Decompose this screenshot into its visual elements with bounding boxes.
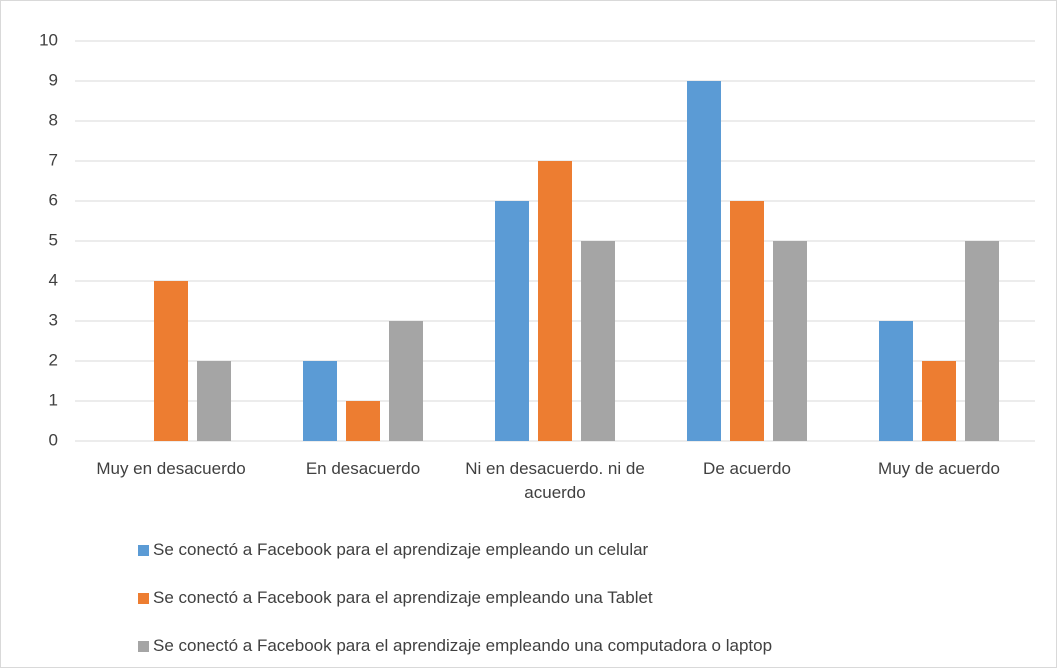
x-tick-label: Muy en desacuerdo	[96, 459, 246, 478]
bar	[922, 361, 956, 441]
y-tick-label: 7	[49, 150, 58, 169]
y-tick-label: 6	[49, 190, 58, 209]
y-tick-label: 1	[49, 390, 58, 409]
bar	[538, 161, 572, 441]
bar	[687, 81, 721, 441]
y-tick-label: 2	[49, 350, 58, 369]
legend-entry: Se conectó a Facebook para el aprendizaj…	[138, 636, 772, 656]
y-tick-label: 0	[49, 430, 58, 449]
y-tick-label: 3	[49, 310, 58, 329]
bar	[581, 241, 615, 441]
bar	[495, 201, 529, 441]
y-tick-label: 9	[49, 70, 58, 89]
x-tick-label: Muy de acuerdo	[878, 459, 1000, 478]
y-tick-label: 4	[49, 270, 58, 289]
bar	[879, 321, 913, 441]
legend-label: Se conectó a Facebook para el aprendizaj…	[153, 636, 773, 655]
bar	[154, 281, 188, 441]
bar	[303, 361, 337, 441]
bar	[773, 241, 807, 441]
legend-label: Se conectó a Facebook para el aprendizaj…	[153, 540, 649, 559]
legend-swatch	[138, 640, 149, 652]
legend-entry: Se conectó a Facebook para el aprendizaj…	[138, 588, 653, 608]
bar	[965, 241, 999, 441]
legend-swatch	[138, 592, 149, 604]
bar	[389, 321, 423, 441]
y-tick-label: 8	[49, 110, 58, 129]
bar	[197, 361, 231, 441]
y-tick-label: 10	[39, 30, 58, 49]
legend-entry: Se conectó a Facebook para el aprendizaj…	[138, 540, 648, 560]
bar	[346, 401, 380, 441]
legend-swatch	[138, 544, 149, 556]
x-tick-label: De acuerdo	[703, 459, 791, 478]
x-tick-label: Ni en desacuerdo. ni de acuerdo	[465, 459, 645, 502]
bar	[730, 201, 764, 441]
y-tick-label: 5	[49, 230, 58, 249]
x-tick-label: En desacuerdo	[305, 459, 421, 478]
legend-label: Se conectó a Facebook para el aprendizaj…	[153, 588, 653, 607]
